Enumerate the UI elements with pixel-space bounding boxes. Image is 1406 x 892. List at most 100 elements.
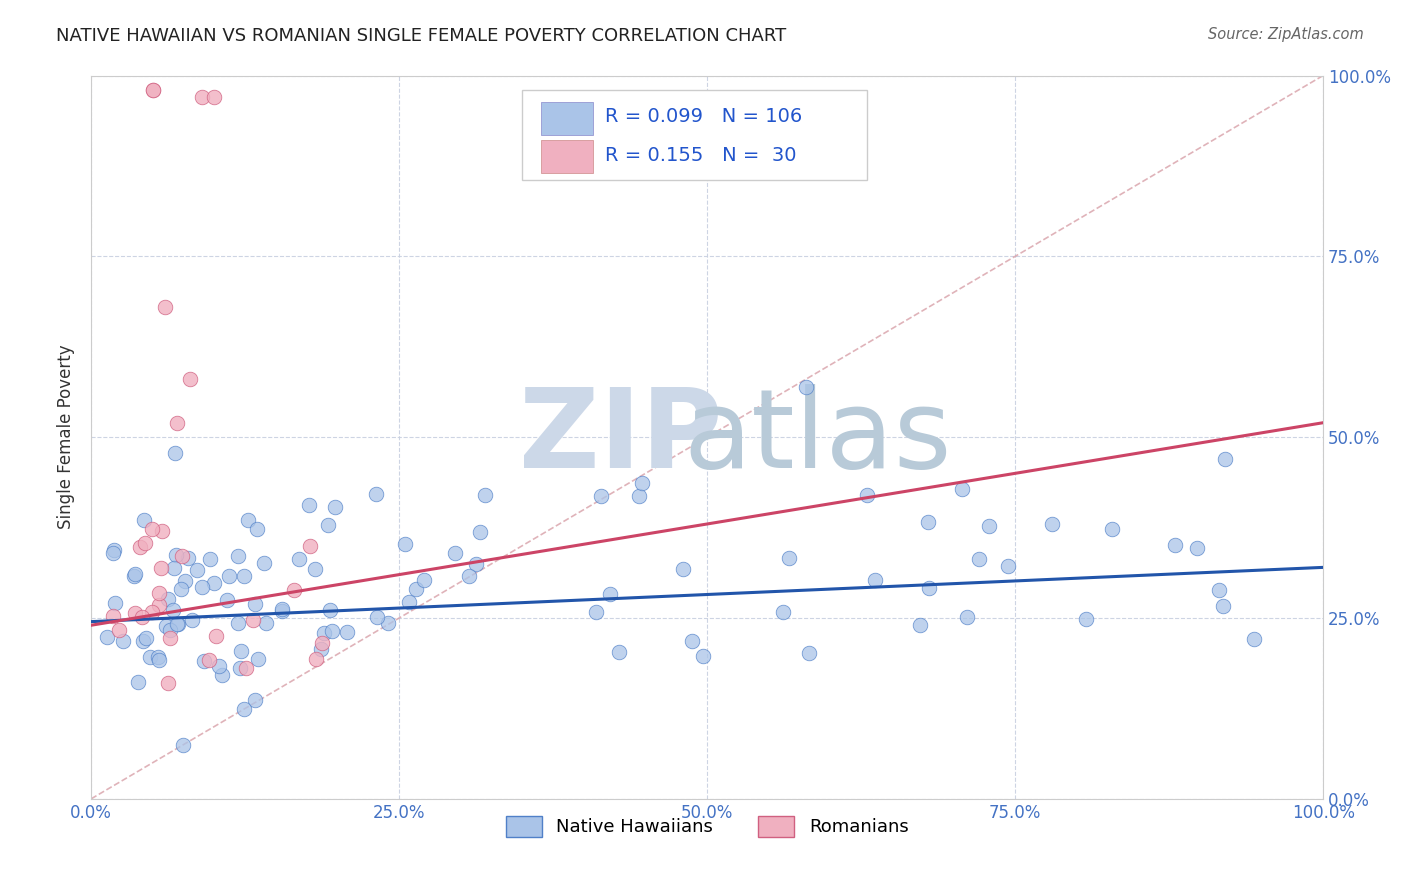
Point <box>1040 516 1063 531</box>
Point <box>148 585 170 599</box>
Point <box>863 573 886 587</box>
Point <box>394 537 416 551</box>
Point <box>246 522 269 536</box>
Point <box>186 563 208 577</box>
Point <box>304 651 326 665</box>
Text: ZIP: ZIP <box>519 384 723 491</box>
Point <box>166 416 188 430</box>
Point <box>96 630 118 644</box>
Point <box>242 613 264 627</box>
Point <box>127 675 149 690</box>
Point <box>103 546 125 560</box>
Point <box>179 372 201 386</box>
Point <box>377 616 399 631</box>
Point <box>1213 451 1236 466</box>
Text: atlas: atlas <box>683 384 952 491</box>
Point <box>108 623 131 637</box>
Point <box>474 488 496 502</box>
Point <box>398 595 420 609</box>
Point <box>458 569 481 583</box>
Point <box>233 702 256 716</box>
Point <box>246 652 269 666</box>
Point <box>413 573 436 587</box>
Point <box>468 525 491 540</box>
Point <box>950 482 973 496</box>
Text: Source: ZipAtlas.com: Source: ZipAtlas.com <box>1208 27 1364 42</box>
Point <box>319 603 342 617</box>
Point <box>173 574 195 589</box>
Point <box>232 569 254 583</box>
Point <box>311 636 333 650</box>
Point <box>124 566 146 581</box>
Point <box>283 582 305 597</box>
Point <box>165 446 187 460</box>
Point <box>122 568 145 582</box>
Point <box>794 379 817 393</box>
Point <box>1212 599 1234 613</box>
Point <box>778 551 800 566</box>
Point <box>166 617 188 632</box>
Point <box>243 693 266 707</box>
Point <box>609 645 631 659</box>
Point <box>287 552 309 566</box>
Point <box>1074 612 1097 626</box>
Point <box>243 597 266 611</box>
Point <box>157 592 180 607</box>
Point <box>627 489 650 503</box>
Point <box>314 626 336 640</box>
Point <box>191 90 214 104</box>
Point <box>170 549 193 563</box>
Point <box>131 610 153 624</box>
Point <box>585 605 607 619</box>
Point <box>271 601 294 615</box>
Point <box>1208 583 1230 598</box>
Point <box>159 632 181 646</box>
Point <box>405 582 427 596</box>
Point <box>153 300 176 314</box>
Point <box>128 540 150 554</box>
Point <box>103 542 125 557</box>
FancyBboxPatch shape <box>541 140 592 173</box>
Point <box>254 616 277 631</box>
Point <box>166 617 188 632</box>
Point <box>177 551 200 566</box>
Point <box>104 596 127 610</box>
FancyBboxPatch shape <box>523 90 868 180</box>
Point <box>152 524 174 539</box>
Point <box>630 475 652 490</box>
Point <box>163 560 186 574</box>
Point <box>692 649 714 664</box>
Point <box>917 515 939 529</box>
Point <box>1164 538 1187 552</box>
Point <box>200 551 222 566</box>
Point <box>202 576 225 591</box>
Point <box>205 629 228 643</box>
Text: NATIVE HAWAIIAN VS ROMANIAN SINGLE FEMALE POVERTY CORRELATION CHART: NATIVE HAWAIIAN VS ROMANIAN SINGLE FEMAL… <box>56 27 786 45</box>
Point <box>672 562 695 576</box>
Point <box>229 661 252 675</box>
Point <box>321 624 343 638</box>
Point <box>1101 522 1123 536</box>
Point <box>198 653 221 667</box>
Point <box>309 642 332 657</box>
FancyBboxPatch shape <box>541 102 592 135</box>
Point <box>142 83 165 97</box>
Point <box>444 545 467 559</box>
Point <box>681 634 703 648</box>
Text: R = 0.099   N = 106: R = 0.099 N = 106 <box>605 106 803 126</box>
Point <box>967 552 990 566</box>
Point <box>193 654 215 668</box>
Point <box>157 675 180 690</box>
Point <box>364 487 387 501</box>
Point <box>139 649 162 664</box>
Point <box>226 549 249 564</box>
Point <box>217 593 239 607</box>
Point <box>299 539 322 553</box>
Text: R = 0.155   N =  30: R = 0.155 N = 30 <box>605 145 796 165</box>
Point <box>202 90 225 104</box>
Point <box>918 581 941 595</box>
Legend: Native Hawaiians, Romanians: Native Hawaiians, Romanians <box>499 809 915 844</box>
Point <box>112 633 135 648</box>
Point <box>955 609 977 624</box>
Point <box>236 513 259 527</box>
